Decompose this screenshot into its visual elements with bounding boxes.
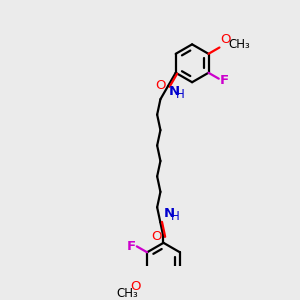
Text: F: F — [126, 240, 136, 253]
Text: CH₃: CH₃ — [116, 287, 138, 300]
Text: CH₃: CH₃ — [229, 38, 250, 51]
Text: O: O — [151, 230, 161, 243]
Text: O: O — [130, 280, 140, 293]
Text: O: O — [155, 79, 166, 92]
Text: F: F — [220, 74, 229, 86]
Text: O: O — [220, 34, 231, 46]
Text: N: N — [164, 207, 175, 220]
Text: H: H — [171, 210, 179, 224]
Text: N: N — [169, 85, 180, 98]
Text: H: H — [176, 88, 185, 101]
